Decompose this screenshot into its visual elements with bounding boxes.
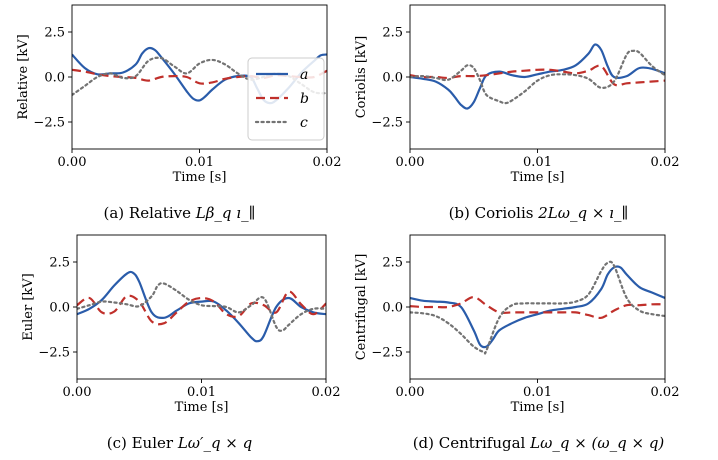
ytick-label: 0.0 bbox=[382, 71, 403, 86]
ytick-label: 2.5 bbox=[382, 256, 403, 271]
caption-c-prefix: (c) Euler bbox=[106, 434, 174, 452]
caption-c-math: Lω′_q × q bbox=[177, 434, 253, 452]
ytick-label: 2.5 bbox=[44, 26, 65, 41]
xtick-label: 0.00 bbox=[58, 155, 87, 170]
caption-d-math: Lω_q × (ω_q × q) bbox=[530, 434, 665, 452]
series-line-c bbox=[77, 282, 326, 332]
ytick-label: 0.0 bbox=[49, 301, 70, 316]
caption-a-math: Lβ_q ı_∥ bbox=[195, 204, 256, 222]
xtick-label: 0.00 bbox=[63, 385, 92, 400]
ytick-label: 2.5 bbox=[49, 256, 70, 271]
axes-frame bbox=[76, 234, 327, 380]
xtick-label: 0.01 bbox=[185, 155, 214, 170]
ytick-label: −2.5 bbox=[33, 116, 65, 131]
xtick-label: 0.01 bbox=[187, 385, 216, 400]
ytick-label: 2.5 bbox=[382, 26, 403, 41]
ytick-label: −2.5 bbox=[38, 346, 70, 361]
xtick-label: 0.01 bbox=[523, 385, 552, 400]
y-axis-label: Euler [kV] bbox=[21, 273, 36, 340]
chart-panel-d: 2.5 0.0 −2.5 0.00 0.01 0.02 Time [s] Centrifuga… bbox=[354, 234, 680, 415]
ytick-label: 0.0 bbox=[382, 301, 403, 316]
legend-label-b: b bbox=[300, 91, 309, 107]
ytick-label: 0.0 bbox=[44, 71, 65, 86]
series-line-b bbox=[77, 290, 326, 326]
caption-a: (a) Relative Lβ_q ı_∥ bbox=[0, 204, 359, 222]
series-line-c bbox=[410, 260, 665, 355]
xtick-label: 0.01 bbox=[523, 155, 552, 170]
x-axis-label: Time [s] bbox=[511, 400, 565, 415]
x-axis-label: Time [s] bbox=[175, 400, 229, 415]
caption-c: (c) Euler Lω′_q × q bbox=[0, 434, 359, 452]
caption-b-prefix: (b) Coriolis bbox=[448, 204, 534, 222]
chart-panel-b: 2.5 0.0 −2.5 0.00 0.01 0.02 Time [s] Coriolis [… bbox=[354, 4, 680, 185]
chart-panel-a: 2.5 0.0 −2.5 0.00 0.01 0.02 Time [s] Relative [… bbox=[16, 4, 342, 185]
ytick-label: −2.5 bbox=[371, 346, 403, 361]
caption-d: (d) Centrifugal Lω_q × (ω_q × q) bbox=[359, 434, 718, 452]
ytick-label: −2.5 bbox=[371, 116, 403, 131]
xtick-label: 0.00 bbox=[396, 385, 425, 400]
series-line-a bbox=[410, 43, 665, 110]
caption-b-math: 2Lω_q × ı_∥ bbox=[538, 204, 629, 222]
series-line-a bbox=[77, 270, 326, 343]
x-axis-label: Time [s] bbox=[173, 170, 227, 185]
legend-label-a: a bbox=[300, 67, 308, 83]
xtick-label: 0.02 bbox=[312, 385, 341, 400]
xtick-label: 0.00 bbox=[396, 155, 425, 170]
xtick-label: 0.02 bbox=[651, 385, 680, 400]
legend-label-c: c bbox=[300, 115, 308, 131]
chart-panel-c: 2.5 0.0 −2.5 0.00 0.01 0.02 Time [s] Euler [kV] bbox=[21, 234, 341, 415]
caption-d-prefix: (d) Centrifugal bbox=[412, 434, 526, 452]
caption-a-prefix: (a) Relative bbox=[103, 204, 191, 222]
axes-frame bbox=[409, 234, 666, 380]
x-axis-label: Time [s] bbox=[511, 170, 565, 185]
caption-b: (b) Coriolis 2Lω_q × ı_∥ bbox=[359, 204, 718, 222]
series-line-a bbox=[410, 265, 665, 349]
series-line-c bbox=[410, 49, 665, 105]
y-axis-label: Relative [kV] bbox=[16, 34, 31, 119]
y-axis-label: Centrifugal [kV] bbox=[354, 254, 369, 361]
y-axis-label: Coriolis [kV] bbox=[354, 36, 369, 119]
xtick-label: 0.02 bbox=[651, 155, 680, 170]
series-line-b bbox=[410, 296, 665, 320]
xtick-label: 0.02 bbox=[313, 155, 342, 170]
